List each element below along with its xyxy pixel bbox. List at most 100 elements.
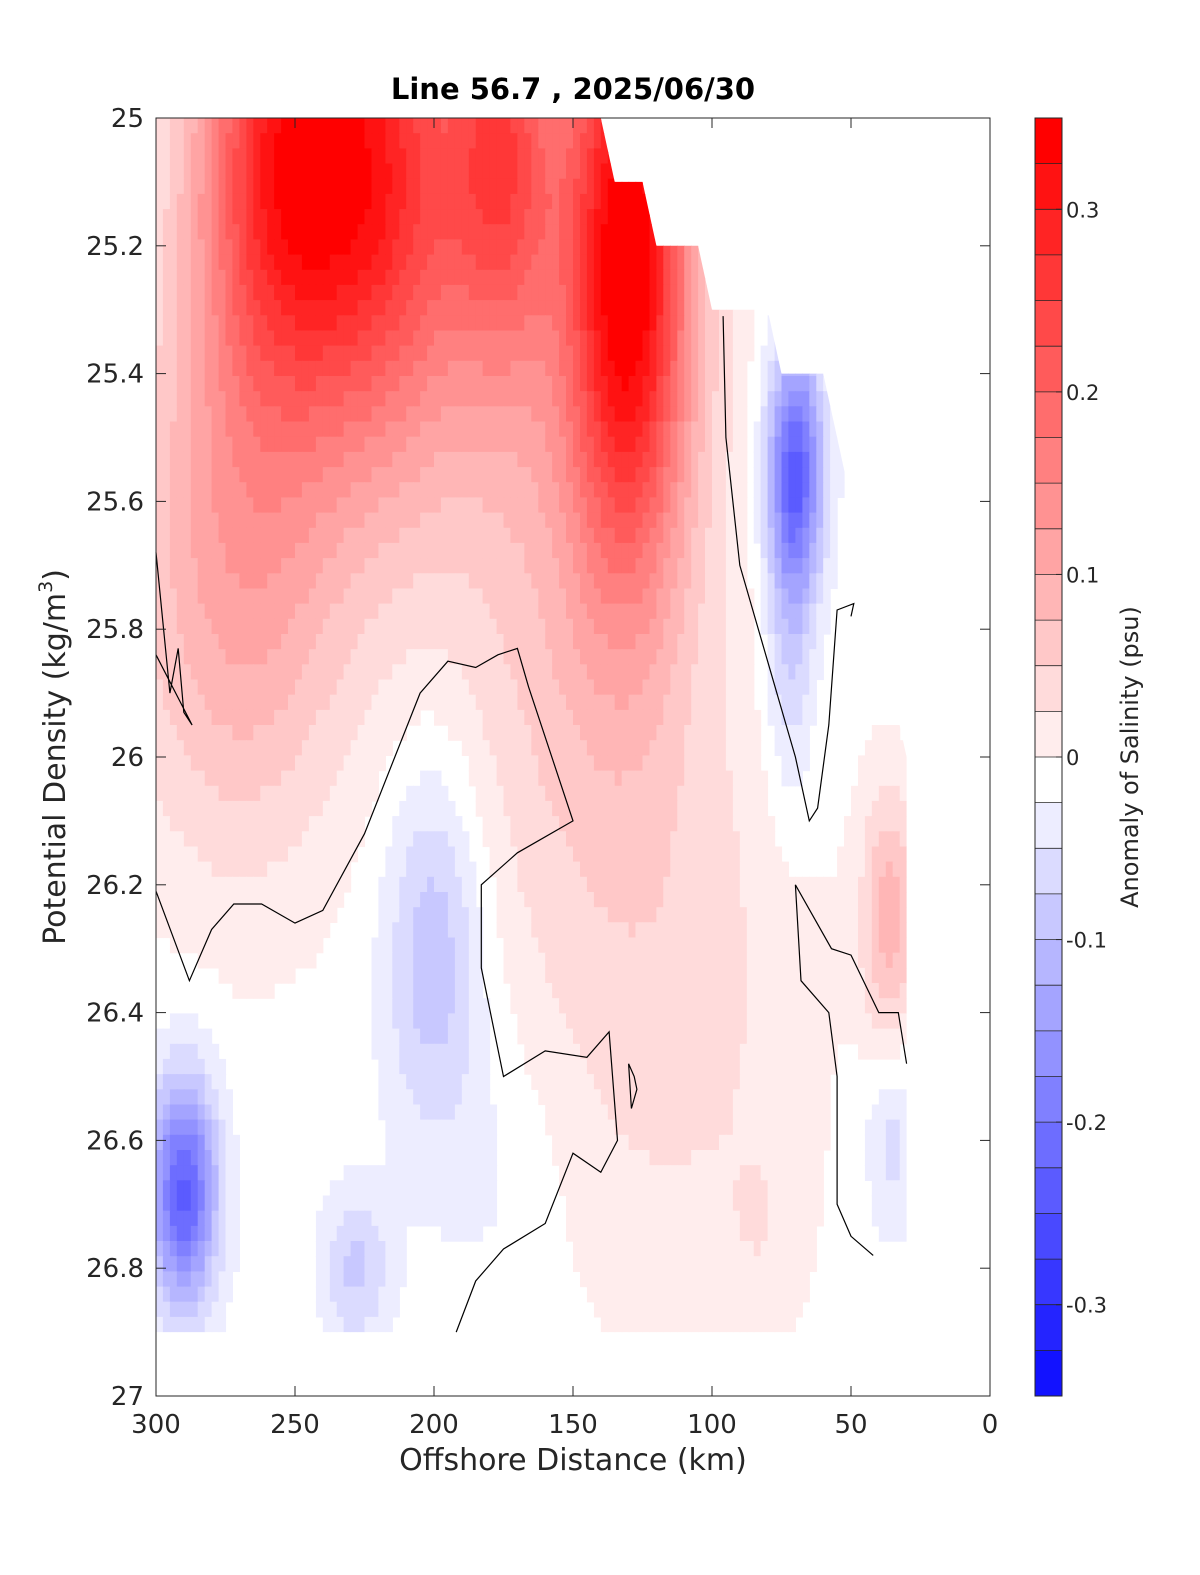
field-cell — [621, 497, 630, 514]
field-cell — [190, 527, 199, 544]
field-cell — [816, 588, 824, 605]
field-cell — [545, 163, 553, 180]
field-cell — [169, 269, 178, 286]
field-cell — [399, 345, 407, 362]
field-cell — [642, 193, 651, 210]
field-cell — [635, 300, 644, 316]
field-cell — [559, 391, 567, 407]
field-cell — [482, 300, 491, 316]
field-cell — [739, 178, 748, 195]
field-cell — [371, 376, 379, 392]
field-cell — [698, 603, 706, 620]
field-cell — [635, 770, 644, 787]
field-cell — [719, 694, 727, 711]
field-cell — [315, 694, 324, 711]
field-cell — [552, 224, 560, 240]
field-cell — [246, 816, 254, 832]
field-cell — [211, 467, 220, 483]
field-cell — [642, 163, 651, 180]
field-cell — [566, 118, 574, 134]
field-cell — [301, 573, 310, 590]
field-cell — [295, 436, 303, 453]
field-cell — [406, 436, 414, 453]
field-cell — [642, 330, 651, 347]
field-cell — [566, 816, 574, 832]
field-cell — [746, 649, 755, 665]
field-cell — [329, 588, 338, 605]
field-cell — [739, 649, 748, 665]
field-cell — [823, 618, 831, 635]
field-cell — [614, 497, 623, 514]
field-cell — [211, 755, 220, 772]
field-cell — [308, 118, 317, 134]
field-cell — [197, 133, 206, 149]
field-cell — [705, 209, 713, 225]
field-cell — [816, 391, 824, 407]
field-cell — [225, 284, 233, 301]
field-cell — [878, 755, 887, 772]
field-cell — [892, 876, 901, 893]
field-cell — [600, 118, 609, 134]
field-cell — [580, 770, 588, 787]
field-cell — [204, 800, 213, 817]
field-cell — [559, 118, 567, 134]
field-cell — [211, 482, 220, 498]
field-cell — [503, 649, 511, 665]
field-cell — [288, 800, 296, 817]
field-cell — [712, 816, 720, 832]
field-cell — [705, 785, 713, 802]
field-cell — [239, 269, 247, 286]
field-cell — [586, 755, 595, 772]
field-cell — [705, 634, 713, 650]
field-cell — [538, 497, 546, 514]
field-cell — [253, 315, 261, 332]
field-cell — [392, 876, 400, 893]
field-cell — [670, 239, 678, 256]
field-cell — [698, 694, 706, 711]
field-cell — [288, 512, 296, 529]
field-cell — [232, 284, 240, 301]
field-cell — [816, 892, 824, 908]
field-cell — [503, 497, 511, 514]
field-cell — [698, 254, 706, 271]
field-cell — [566, 512, 574, 529]
field-cell — [712, 300, 720, 316]
field-cell — [357, 209, 366, 225]
field-cell — [691, 649, 699, 665]
field-cell — [739, 330, 748, 347]
field-cell — [614, 785, 623, 802]
field-cell — [802, 618, 810, 635]
field-cell — [461, 907, 470, 923]
field-cell — [288, 254, 296, 271]
field-cell — [767, 558, 776, 574]
field-cell — [705, 740, 713, 756]
field-cell — [482, 451, 491, 468]
field-cell — [725, 284, 734, 301]
field-cell — [628, 193, 637, 210]
field-cell — [566, 831, 574, 848]
field-cell — [385, 436, 393, 453]
field-cell — [281, 330, 289, 347]
field-cell — [190, 816, 199, 832]
field-cell — [232, 558, 240, 574]
field-cell — [593, 542, 602, 559]
field-cell — [691, 740, 699, 756]
field-cell — [197, 467, 206, 483]
field-cell — [315, 861, 324, 878]
field-cell — [447, 148, 456, 165]
field-cell — [642, 573, 651, 590]
field-cell — [899, 861, 907, 878]
field-cell — [183, 785, 192, 802]
field-cell — [858, 770, 866, 787]
field-cell — [246, 254, 254, 271]
field-cell — [670, 178, 678, 195]
field-cell — [406, 512, 414, 529]
field-cell — [378, 892, 386, 908]
field-cell — [378, 755, 386, 772]
field-cell — [830, 558, 838, 574]
field-cell — [440, 133, 449, 149]
field-cell — [524, 269, 532, 286]
field-cell — [475, 573, 484, 590]
field-cell — [162, 755, 171, 772]
field-cell — [239, 892, 247, 908]
